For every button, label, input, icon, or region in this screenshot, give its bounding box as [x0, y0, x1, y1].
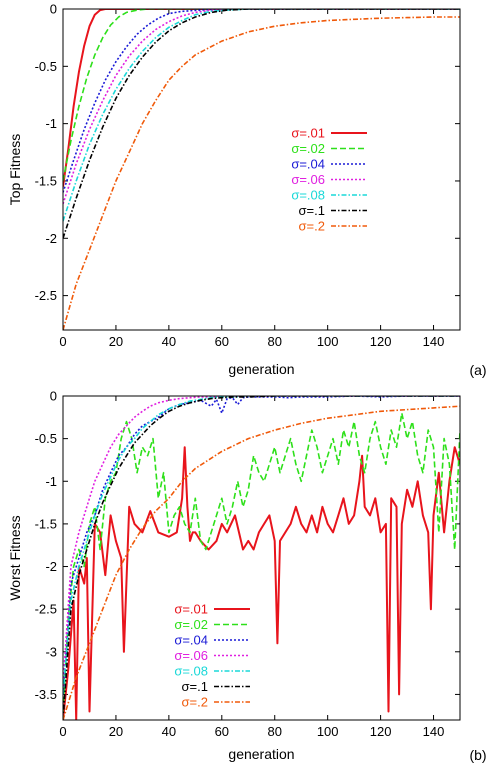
- plot-frame: [62, 395, 461, 721]
- series-line-1: [63, 9, 460, 182]
- y-tick-label: -2: [45, 559, 57, 574]
- y-tick-label: -3: [45, 644, 57, 659]
- series-line-3: [63, 396, 460, 686]
- series-line-4: [63, 9, 460, 222]
- series-line-5: [63, 396, 460, 720]
- y-tick-label: -2: [45, 231, 57, 246]
- series-line-4: [63, 396, 460, 695]
- legend-label: σ=.08: [291, 188, 325, 203]
- x-tick-label: 120: [370, 334, 392, 349]
- x-tick-label: 20: [109, 334, 123, 349]
- y-tick-label: -3.5: [35, 687, 57, 702]
- plot-frame: [62, 8, 461, 331]
- x-tick-label: 140: [423, 334, 445, 349]
- legend-label: σ=.1: [182, 679, 208, 694]
- legend-label: σ=.2: [182, 695, 208, 710]
- x-tick-label: 20: [109, 724, 123, 739]
- series-line-0: [63, 9, 460, 187]
- legend-label: σ=.04: [291, 157, 325, 172]
- series-line-3: [63, 9, 460, 205]
- legend-label: σ=.01: [291, 126, 325, 141]
- x-tick-label: 120: [370, 724, 392, 739]
- legend-label: σ=.02: [291, 141, 325, 156]
- x-tick-label: 0: [59, 724, 66, 739]
- y-tick-label: -1: [45, 474, 57, 489]
- legend-label: σ=.06: [291, 172, 325, 187]
- y-tick-label: -0.5: [35, 431, 57, 446]
- series-line-6: [63, 405, 460, 720]
- series-line-1: [63, 412, 460, 712]
- legend-label: σ=.2: [299, 219, 325, 234]
- x-tick-label: 60: [215, 334, 229, 349]
- y-tick-label: -1.5: [35, 516, 57, 531]
- x-tick-label: 100: [317, 724, 339, 739]
- series-line-2: [63, 396, 460, 695]
- y-tick-label: -1.5: [35, 173, 57, 188]
- series-line-6: [63, 16, 460, 330]
- y-tick-label: -2.5: [35, 288, 57, 303]
- x-axis-label: generation: [228, 746, 294, 762]
- legend-label: σ=.1: [299, 203, 325, 218]
- x-tick-label: 40: [162, 334, 176, 349]
- y-tick-label: -2.5: [35, 602, 57, 617]
- x-tick-label: 60: [215, 724, 229, 739]
- legend-label: σ=.02: [174, 617, 208, 632]
- legend-label: σ=.01: [174, 602, 208, 617]
- y-tick-label: 0: [50, 2, 57, 17]
- y-tick-label: 0: [50, 389, 57, 404]
- x-tick-label: 100: [317, 334, 339, 349]
- panel-a-top-fitness: 0 20 40 60 80 100 120 140 0 -0.5 -1 -1.5 -2 -2.5 gener…: [7, 2, 487, 379]
- panel-b-worst-fitness: 0 20 40 60 80 100 120 140 0 -0.5 -1 -1.5 -2 -2.5 -3 -3.…: [7, 389, 487, 764]
- x-axis-label: generation: [228, 361, 294, 377]
- x-tick-label: 40: [162, 724, 176, 739]
- x-tick-label: 140: [423, 724, 445, 739]
- y-axis-label: Top Fitness: [7, 134, 23, 206]
- series-line-2: [63, 9, 460, 193]
- panel-label: (a): [469, 362, 486, 378]
- x-tick-label: 80: [267, 334, 281, 349]
- y-tick-label: -0.5: [35, 59, 57, 74]
- series-line-5: [63, 9, 460, 239]
- panel-label: (b): [469, 747, 486, 763]
- series-line-0: [63, 446, 460, 720]
- x-tick-label: 80: [267, 724, 281, 739]
- y-tick-label: -1: [45, 116, 57, 131]
- y-axis-label: Worst Fitness: [7, 515, 23, 600]
- legend-label: σ=.06: [174, 648, 208, 663]
- legend-label: σ=.04: [174, 633, 208, 648]
- legend-label: σ=.08: [174, 664, 208, 679]
- x-tick-label: 0: [59, 334, 66, 349]
